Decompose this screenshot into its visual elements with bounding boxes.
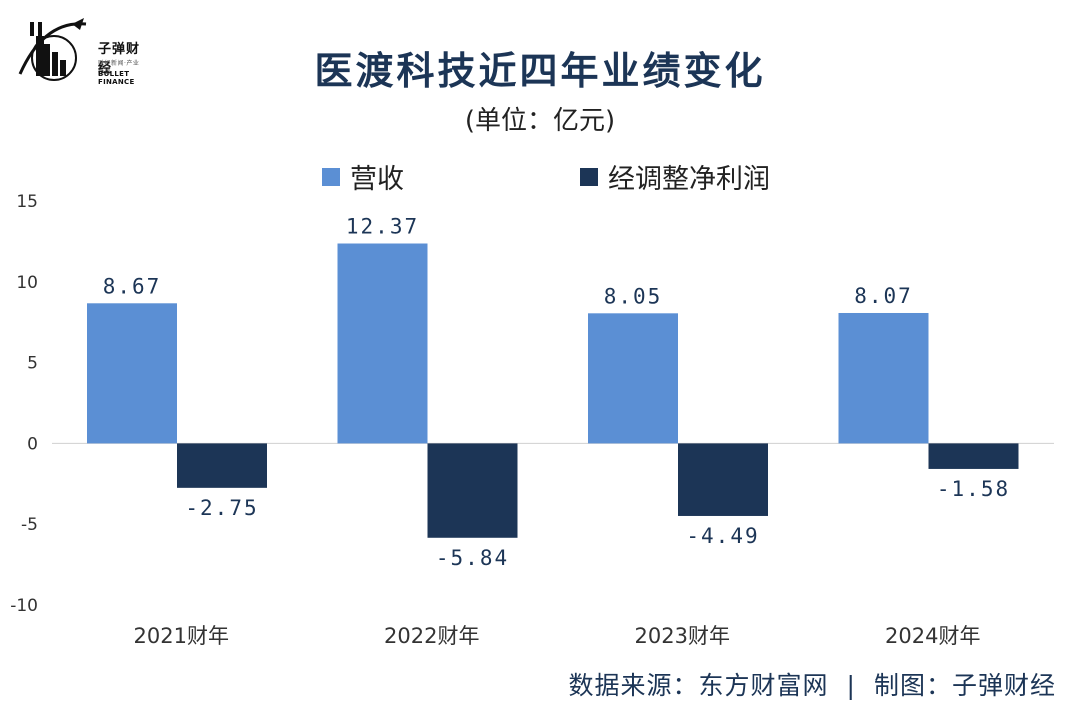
chart-legend: 营收 经调整净利润 [0, 157, 1080, 196]
legend-item-revenue: 营收 [322, 157, 404, 196]
x-category-label: 2024财年 [885, 624, 980, 648]
logo-name-cn: 子弹财经 [98, 42, 141, 76]
y-tick-label: 15 [16, 192, 38, 212]
chart-subtitle: (单位：亿元) [464, 106, 616, 136]
x-category-label: 2023财年 [635, 624, 730, 648]
legend-label-revenue: 营收 [350, 164, 404, 195]
y-tick-label: 5 [27, 354, 38, 374]
bar-revenue [588, 313, 678, 444]
legend-swatch-adjusted-net-profit [580, 167, 598, 186]
y-tick-label: 10 [16, 273, 38, 293]
brand-logo: 子弹财经 财经新闻·产业趋势 BULLET FINANCE [14, 14, 144, 90]
x-category-label: 2021财年 [134, 624, 229, 648]
y-tick-label: -10 [10, 596, 38, 616]
data-label: 8.07 [854, 284, 913, 308]
bar-adjusted-net-profit [177, 443, 267, 488]
data-label: -2.75 [185, 496, 258, 520]
legend-label-adjusted-net-profit: 经调整净利润 [608, 164, 770, 195]
bar-revenue [87, 303, 177, 444]
legend-item-adjusted-net-profit: 经调整净利润 [580, 157, 770, 196]
data-label: 12.37 [346, 215, 419, 239]
bullet-logo-icon [18, 18, 87, 81]
bar-adjusted-net-profit [427, 443, 518, 538]
logo-tagline: 财经新闻·产业趋势 [98, 60, 140, 76]
bar-adjusted-net-profit [678, 443, 768, 516]
y-tick-label: 0 [27, 434, 38, 454]
bar-adjusted-net-profit [928, 443, 1019, 469]
data-label: 8.05 [604, 284, 663, 308]
bar-revenue [337, 243, 428, 444]
footer-separator: | [846, 671, 856, 700]
logo-name-en: BULLET FINANCE [98, 70, 135, 86]
data-label: 8.67 [103, 274, 162, 298]
data-label: -1.58 [937, 477, 1010, 501]
data-label: -5.84 [436, 546, 509, 570]
bar-revenue [838, 312, 929, 444]
footer-credit: 制图：子弹财经 [873, 671, 1056, 700]
data-label: -4.49 [686, 524, 759, 548]
legend-swatch-revenue [322, 167, 340, 186]
chart-footer: 数据来源：东方财富网 | 制图：子弹财经 [569, 666, 1056, 702]
chart-title: 医渡科技近四年业绩变化 [314, 49, 766, 93]
x-category-label: 2022财年 [384, 624, 479, 648]
y-tick-label: -5 [21, 515, 38, 535]
footer-source: 数据来源：东方财富网 [568, 671, 829, 700]
